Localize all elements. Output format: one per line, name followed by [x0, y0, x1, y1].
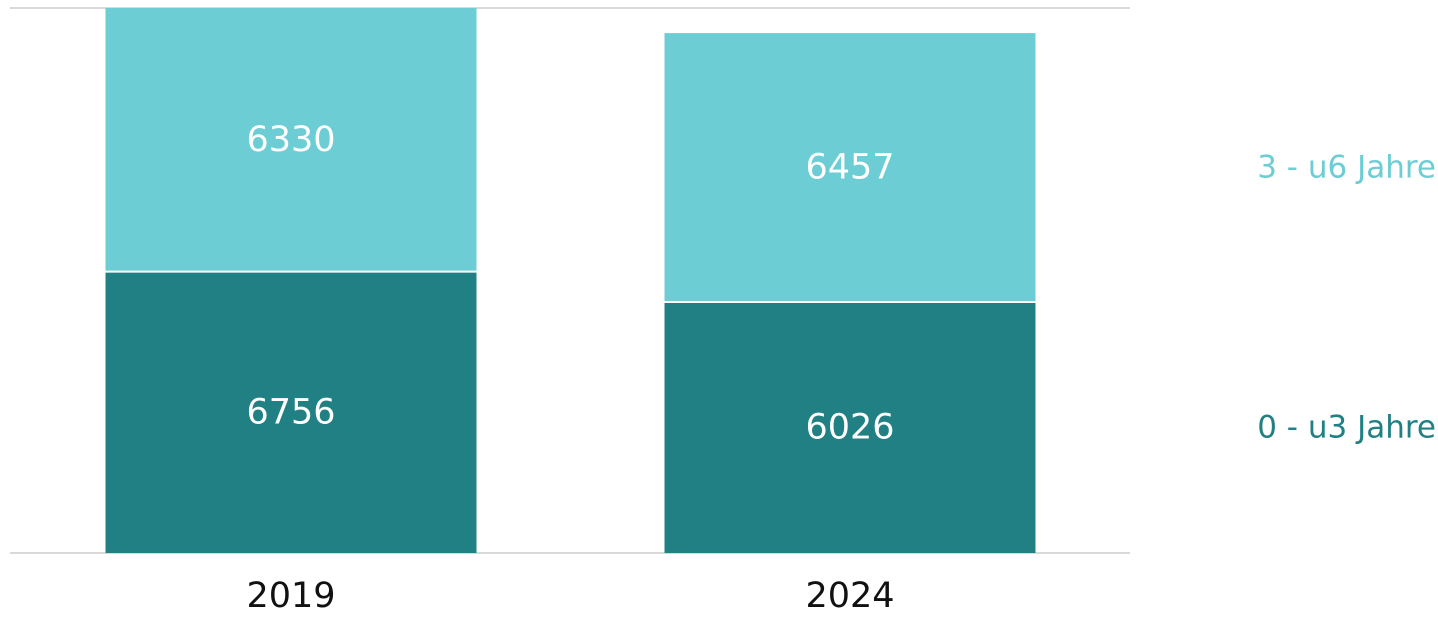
data-label: 6756 [246, 392, 335, 432]
x-tick-labels: 2019 2024 [246, 576, 894, 616]
bar-segment-2024-3-u6-jahre [664, 33, 1036, 303]
legend-label: 3 - u6 Jahre [1257, 150, 1436, 186]
data-label: 6026 [805, 408, 894, 448]
x-tick-label: 2024 [805, 576, 894, 616]
x-tick-label: 2019 [246, 576, 335, 616]
data-labels-layer: 6756 6330 6026 6457 [246, 120, 894, 448]
bar-segment-2024-0-u3-jahre [664, 302, 1036, 553]
bar-segment-2019-3-u6-jahre [105, 8, 477, 272]
bars-layer [105, 8, 1036, 553]
data-label: 6457 [805, 148, 894, 188]
data-label: 6330 [246, 120, 335, 160]
bar-segment-2019-0-u3-jahre [105, 271, 477, 553]
legend: 0 - u3 Jahre 3 - u6 Jahre [1257, 150, 1436, 446]
legend-label: 0 - u3 Jahre [1257, 410, 1436, 446]
